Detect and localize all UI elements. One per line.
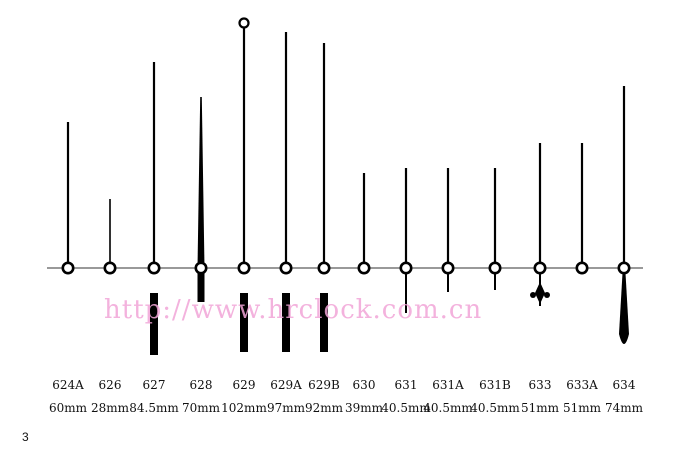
- hand-tail-lobe-right: [544, 292, 550, 298]
- hand-shaft: [284, 32, 288, 268]
- hand-shaft: [622, 86, 626, 268]
- hand-629a: [279, 32, 293, 352]
- hand-shaft: [322, 43, 326, 268]
- hand-shaft: [538, 143, 542, 268]
- hand-ring-tip: [238, 17, 250, 29]
- hand-counterweight: [282, 293, 290, 352]
- hand-code-label: 627: [142, 378, 166, 392]
- hand-code-label: 628: [189, 378, 213, 392]
- hand-shaft: [242, 24, 246, 268]
- hand-center-hub: [399, 261, 413, 275]
- hand-center-hub: [194, 261, 208, 275]
- website-watermark: http://www.hrclock.com.cn: [104, 295, 483, 325]
- hand-tail: [447, 268, 449, 292]
- hand-634: [617, 86, 631, 344]
- hand-shaft: [404, 168, 408, 268]
- hand-shaft: [493, 168, 497, 268]
- hand-length-label: 28mm: [90, 401, 130, 415]
- hand-length-label: 51mm: [562, 401, 602, 415]
- hand-628: [194, 97, 208, 302]
- hand-code-label: 629B: [308, 378, 340, 392]
- hand-length-label: 70mm: [181, 401, 221, 415]
- hand-length-label: 92mm: [304, 401, 344, 415]
- hand-length-label: 51mm: [520, 401, 560, 415]
- hand-counterweight: [197, 270, 205, 302]
- hand-center-hub: [61, 261, 75, 275]
- hand-tail-diamond: [535, 282, 545, 304]
- hand-633: [530, 143, 550, 306]
- hand-center-hub: [147, 261, 161, 275]
- hand-length-label: 40.5mm: [470, 401, 520, 415]
- hand-627: [147, 62, 161, 355]
- hand-code-label: 629A: [270, 378, 302, 392]
- hand-length-label: 39mm: [344, 401, 384, 415]
- hand-length-label: 97mm: [266, 401, 306, 415]
- hand-length-label: 102mm: [221, 401, 267, 415]
- hand-center-hub: [617, 261, 631, 275]
- hand-counterweight: [240, 293, 248, 352]
- hand-629: [237, 17, 251, 352]
- hand-shaft: [152, 62, 156, 268]
- hand-teardrop-tail: [619, 268, 629, 344]
- hand-629b: [317, 43, 331, 352]
- hand-center-hub: [317, 261, 331, 275]
- hand-counterweight: [320, 293, 328, 352]
- hand-counterweight: [150, 293, 158, 355]
- hand-code-label: 626: [98, 378, 122, 392]
- hand-shaft: [66, 122, 70, 268]
- hand-center-hub: [357, 261, 371, 275]
- hand-code-label: 631: [394, 378, 418, 392]
- hand-code-label: 634: [612, 378, 636, 392]
- hand-624a: [61, 122, 75, 275]
- hand-shaft: [109, 199, 111, 268]
- hand-630: [357, 173, 371, 275]
- hand-length-label: 84.5mm: [129, 401, 179, 415]
- hand-length-label: 40.5mm: [423, 401, 473, 415]
- hand-center-hub: [488, 261, 502, 275]
- hand-tail: [494, 268, 496, 290]
- hand-shaft: [362, 173, 366, 268]
- hand-code-label: 633A: [566, 378, 598, 392]
- hand-code-label: 624A: [52, 378, 84, 392]
- hand-tail: [405, 268, 407, 313]
- hand-631a: [441, 168, 455, 292]
- hand-633a: [575, 143, 589, 275]
- hand-center-hub: [279, 261, 293, 275]
- hand-length-label: 60mm: [48, 401, 88, 415]
- page-number: 3: [22, 430, 29, 444]
- hand-code-label: 633: [528, 378, 552, 392]
- hand-center-hub: [533, 261, 547, 275]
- hand-code-label: 630: [352, 378, 376, 392]
- hand-626: [103, 199, 117, 275]
- hand-code-label: 629: [232, 378, 256, 392]
- hand-length-label: 40.5mm: [381, 401, 431, 415]
- hand-center-hub: [103, 261, 117, 275]
- hand-631: [399, 168, 413, 313]
- hand-length-label: 74mm: [604, 401, 644, 415]
- hand-center-hub: [575, 261, 589, 275]
- hand-tapered-shaft: [197, 97, 205, 268]
- hand-code-label: 631B: [479, 378, 511, 392]
- hand-tail-lobe-left: [530, 292, 536, 298]
- hand-shaft: [446, 168, 450, 268]
- hand-center-hub: [441, 261, 455, 275]
- hand-shaft: [580, 143, 584, 268]
- hand-code-label: 631A: [432, 378, 464, 392]
- hand-center-hub: [237, 261, 251, 275]
- hand-631b: [488, 168, 502, 290]
